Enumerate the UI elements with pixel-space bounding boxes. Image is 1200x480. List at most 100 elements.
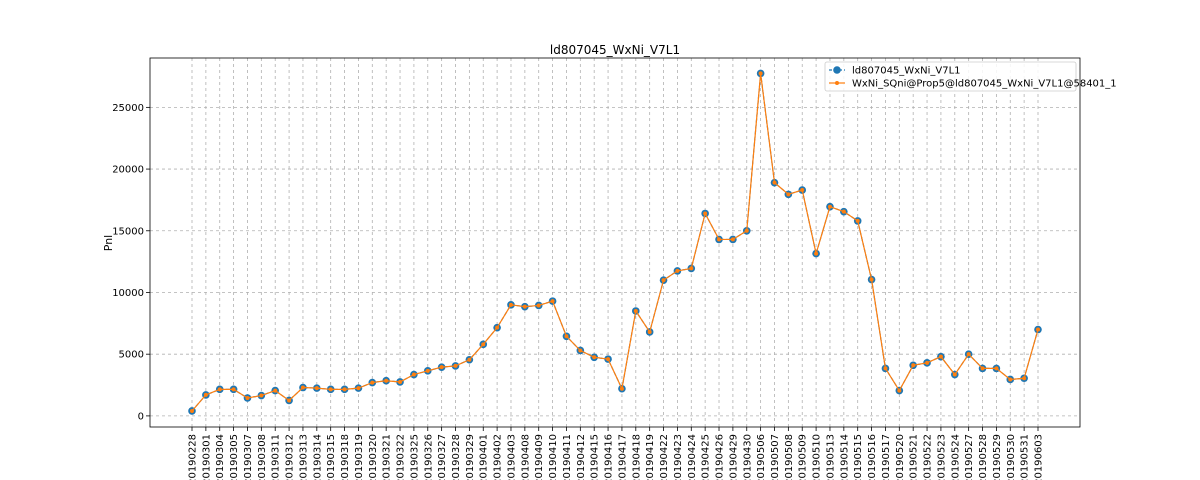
series-2-point: [606, 357, 611, 362]
series-2-point: [619, 386, 624, 391]
x-tick-label: 20190423: [673, 434, 684, 480]
series-2-point: [481, 342, 486, 347]
series-2-point: [689, 266, 694, 271]
x-tick-label: 20190531: [1020, 434, 1031, 480]
series-2-point: [287, 398, 292, 403]
series-2-point: [786, 192, 791, 197]
x-tick-label: 20190301: [201, 434, 212, 480]
series-2-point: [980, 366, 985, 371]
series-2-point: [564, 334, 569, 339]
x-tick-label: 20190429: [728, 434, 739, 480]
series-2-point: [495, 325, 500, 330]
x-tick-label: 20190514: [839, 434, 850, 480]
x-tick-label: 20190321: [382, 434, 393, 480]
series-2-point: [744, 228, 749, 233]
x-tick-label: 20190320: [368, 434, 379, 480]
plot-area: [149, 57, 1081, 428]
series-2-point: [536, 303, 541, 308]
series-2-point: [827, 204, 832, 209]
x-tick-label: 20190529: [992, 434, 1003, 480]
series-2-point: [925, 360, 930, 365]
x-tick-label: 20190305: [229, 434, 240, 480]
x-tick-label: 20190329: [465, 434, 476, 480]
series-2-point: [758, 71, 763, 76]
series-2-point: [578, 348, 583, 353]
x-tick-label: 20190530: [1006, 434, 1017, 480]
x-tick-label: 20190304: [215, 434, 226, 480]
series-2-point: [398, 379, 403, 384]
x-tick-label: 20190524: [950, 434, 961, 480]
x-tick-label: 20190523: [936, 434, 947, 480]
y-tick-label: 25000: [112, 103, 144, 114]
x-tick-label: 20190517: [881, 434, 892, 480]
x-tick-label: 20190430: [742, 434, 753, 480]
x-tick-label: 20190425: [701, 434, 712, 480]
series-2-point: [259, 393, 264, 398]
y-tick-label: 10000: [112, 288, 144, 299]
x-tick-label: 20190408: [520, 434, 531, 480]
x-tick-label: 20190417: [617, 434, 628, 480]
legend-marker-series-2: [835, 81, 839, 85]
x-tick-label: 20190422: [659, 434, 670, 480]
x-tick-label: 20190313: [298, 434, 309, 480]
series-2-point: [730, 237, 735, 242]
series-2-point: [800, 188, 805, 193]
x-tick-label: 20190507: [770, 434, 781, 480]
y-tick-label: 0: [138, 411, 144, 422]
x-tick-label: 20190424: [687, 434, 698, 480]
x-tick-label: 20190515: [853, 434, 864, 480]
x-tick-label: 20190327: [437, 434, 448, 480]
x-tick-label: 20190508: [784, 434, 795, 480]
series-2-point: [342, 387, 347, 392]
series-2-point: [772, 180, 777, 185]
x-tick-label: 20190312: [285, 434, 296, 480]
series-2-point: [245, 395, 250, 400]
series-2-point: [370, 380, 375, 385]
series-2-point: [508, 302, 513, 307]
x-tick-label: 20190411: [562, 434, 573, 480]
series-2-point: [328, 387, 333, 392]
legend-marker-series-1: [833, 66, 841, 74]
x-tick-label: 20190318: [340, 434, 351, 480]
series-2-point: [661, 278, 666, 283]
chart-title: ld807045_WxNi_V7L1: [550, 43, 680, 57]
series-2-point: [467, 357, 472, 362]
x-tick-label: 20190528: [978, 434, 989, 480]
series-2-point: [384, 378, 389, 383]
series-2-point: [966, 352, 971, 357]
series-2-point: [217, 387, 222, 392]
series-2-point: [300, 385, 305, 390]
x-tick-label: 20190325: [409, 434, 420, 480]
series-2-point: [203, 392, 208, 397]
x-tick-label: 20190308: [257, 434, 268, 480]
y-tick-label: 15000: [112, 226, 144, 237]
x-tick-label: 20190319: [354, 434, 365, 480]
series-2-point: [675, 268, 680, 273]
series-2-point: [911, 363, 916, 368]
legend-box: [824, 61, 1077, 92]
series-2-point: [314, 386, 319, 391]
series-2-point: [1036, 327, 1040, 332]
series-layer: [188, 69, 1042, 415]
x-tick-label: 20190328: [451, 434, 462, 480]
x-tick-label: 20190307: [243, 434, 254, 480]
series-2-point: [647, 329, 652, 334]
x-tick-label: 20190509: [798, 434, 809, 480]
x-tick-label: 20190409: [534, 434, 545, 480]
series-2-line: [191, 73, 1039, 412]
x-tick-label: 20190416: [604, 434, 615, 480]
x-tick-label: 20190402: [493, 434, 504, 480]
series-2-point: [439, 365, 444, 370]
series-2-point: [952, 372, 957, 377]
series-2-point: [703, 211, 708, 216]
x-tick-label: 20190315: [326, 434, 337, 480]
x-tick-label: 20190426: [715, 434, 726, 480]
x-tick-label: 20190311: [271, 434, 282, 480]
x-tick-label: 20190418: [631, 434, 642, 480]
series-2-point: [425, 368, 430, 373]
axis-ticks: 20190228 20190301 20190304 20190305 20190307…: [112, 103, 1044, 480]
series-2-point: [190, 408, 194, 413]
y-tick-label: 5000: [119, 350, 144, 361]
series-2-point: [592, 355, 597, 360]
series-2-point: [841, 209, 846, 214]
